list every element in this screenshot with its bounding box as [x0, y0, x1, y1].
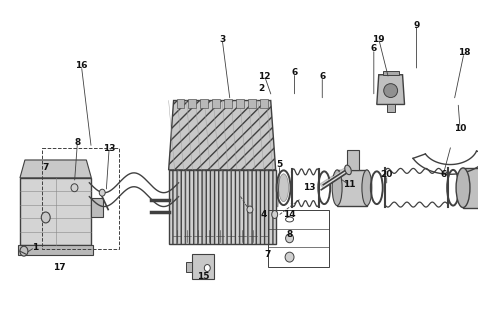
Ellipse shape [362, 170, 372, 206]
Text: 8: 8 [74, 138, 81, 147]
Text: 6: 6 [371, 44, 377, 54]
Polygon shape [212, 99, 220, 108]
Polygon shape [387, 105, 395, 112]
Ellipse shape [71, 184, 78, 192]
Polygon shape [377, 75, 405, 105]
Polygon shape [168, 100, 276, 170]
Text: 11: 11 [343, 180, 355, 189]
Ellipse shape [41, 212, 50, 223]
Text: 16: 16 [75, 61, 88, 70]
Polygon shape [200, 99, 208, 108]
Text: 1: 1 [32, 243, 38, 252]
Polygon shape [91, 198, 103, 217]
Polygon shape [186, 262, 192, 272]
Ellipse shape [384, 84, 397, 98]
Polygon shape [337, 170, 367, 206]
Polygon shape [20, 178, 91, 245]
Ellipse shape [99, 189, 105, 196]
Ellipse shape [272, 210, 277, 219]
Polygon shape [18, 245, 93, 255]
Text: 2: 2 [259, 84, 265, 93]
Polygon shape [383, 71, 398, 75]
Ellipse shape [286, 234, 294, 243]
Text: 12: 12 [259, 72, 271, 81]
Text: 19: 19 [372, 35, 385, 43]
Polygon shape [192, 254, 214, 279]
Text: 20: 20 [381, 170, 393, 179]
Polygon shape [224, 99, 232, 108]
Text: 13: 13 [103, 144, 115, 152]
Ellipse shape [285, 252, 294, 262]
Ellipse shape [345, 165, 351, 175]
Text: 13: 13 [303, 183, 316, 192]
Polygon shape [168, 170, 276, 244]
Text: 6: 6 [440, 170, 446, 179]
Polygon shape [248, 99, 256, 108]
Polygon shape [260, 99, 268, 108]
Text: 10: 10 [454, 124, 466, 133]
Text: 8: 8 [287, 230, 293, 239]
Text: 9: 9 [413, 21, 420, 30]
Text: 6: 6 [291, 68, 298, 77]
Text: 4: 4 [261, 210, 267, 219]
Polygon shape [177, 99, 184, 108]
Text: 7: 7 [264, 250, 271, 259]
Polygon shape [189, 99, 196, 108]
Text: 6: 6 [319, 72, 325, 81]
Polygon shape [347, 150, 359, 170]
Polygon shape [20, 160, 91, 178]
Text: 14: 14 [283, 210, 296, 219]
Ellipse shape [332, 170, 342, 206]
Text: 17: 17 [53, 262, 66, 272]
Polygon shape [463, 168, 480, 208]
Ellipse shape [247, 206, 253, 213]
Text: 3: 3 [219, 35, 225, 43]
Text: 7: 7 [43, 163, 49, 172]
Text: 18: 18 [458, 49, 470, 57]
Polygon shape [236, 99, 244, 108]
Ellipse shape [279, 174, 288, 202]
Ellipse shape [20, 246, 28, 256]
Ellipse shape [456, 168, 470, 208]
Text: 5: 5 [276, 160, 283, 169]
Text: 15: 15 [197, 272, 210, 281]
Ellipse shape [204, 265, 210, 272]
